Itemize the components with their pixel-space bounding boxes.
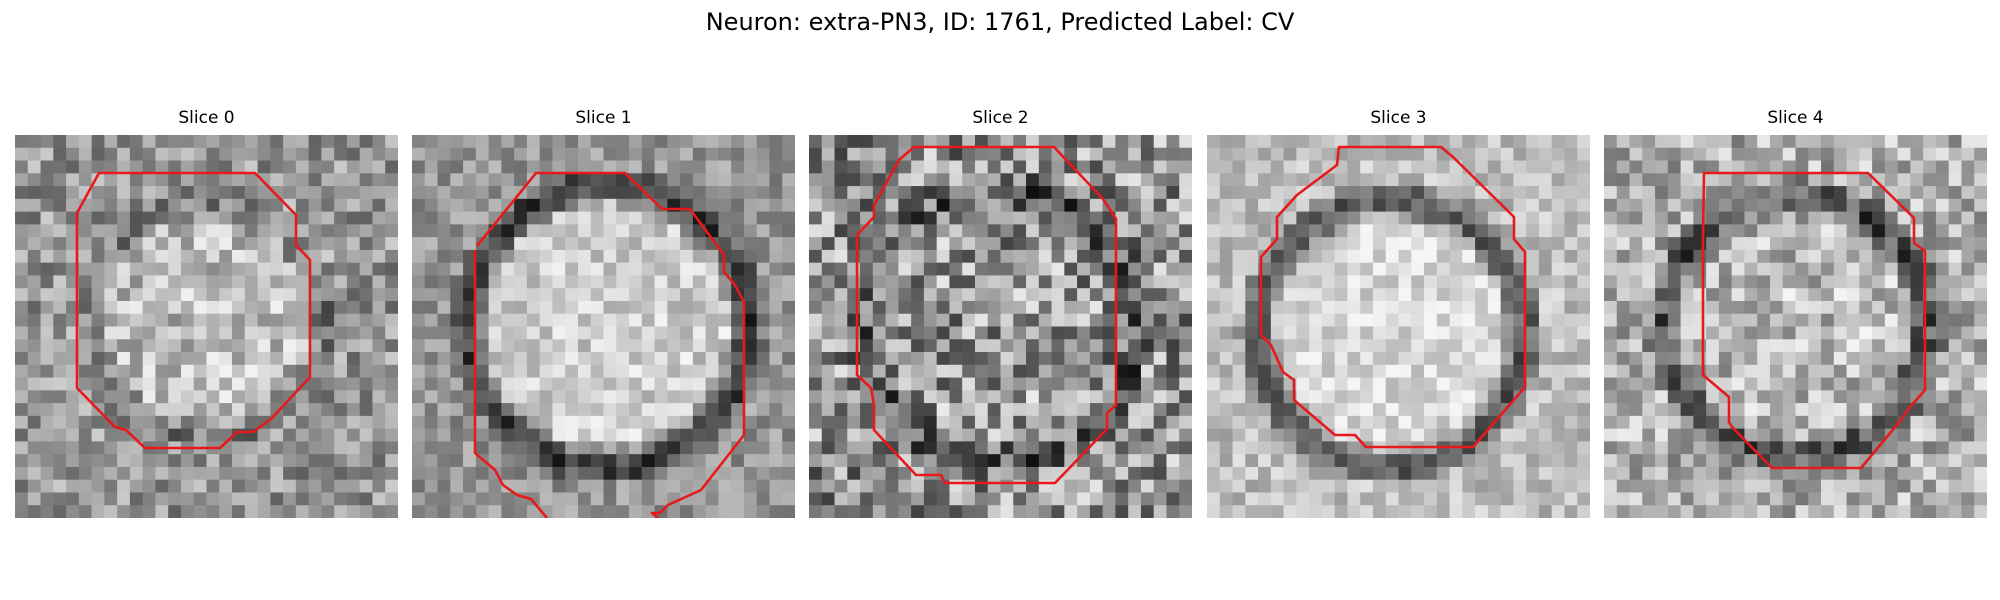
slice-pixels-1 [412,135,795,518]
slice-title-1: Slice 1 [575,108,632,128]
slice-image-1-svg [412,135,795,518]
slice-panel-2: Slice 2 [809,108,1192,518]
slice-image-4-svg [1604,135,1987,518]
slice-image-3 [1207,135,1590,518]
slice-title-3: Slice 3 [1370,108,1427,128]
slice-image-1 [412,135,795,518]
slice-pixels-4 [1604,135,1987,518]
contour-line-1 [475,171,746,518]
slice-pixels-0 [15,135,398,518]
slice-image-2 [809,135,1192,518]
contour-line-4 [1701,171,1927,470]
contour-line-0 [75,171,312,450]
slice-title-0: Slice 0 [178,108,235,128]
slice-panel-0: Slice 0 [15,108,398,518]
contour-line-1-b [473,250,548,518]
slice-panel-4: Slice 4 [1604,108,1987,518]
slice-image-3-svg [1207,135,1590,518]
slice-image-0 [15,135,398,518]
contour-line-3 [1259,145,1527,449]
slice-panel-1: Slice 1 [412,108,795,518]
slice-title-4: Slice 4 [1767,108,1824,128]
slice-title-2: Slice 2 [972,108,1029,128]
slice-pixels-3 [1207,135,1590,518]
slice-panel-3: Slice 3 [1207,108,1590,518]
slice-image-4 [1604,135,1987,518]
contour-line-2 [855,145,1118,485]
figure-title: Neuron: extra-PN3, ID: 1761, Predicted L… [705,8,1295,36]
slice-pixels-2 [809,135,1192,518]
slice-image-2-svg [809,135,1192,518]
slice-image-0-svg [15,135,398,518]
